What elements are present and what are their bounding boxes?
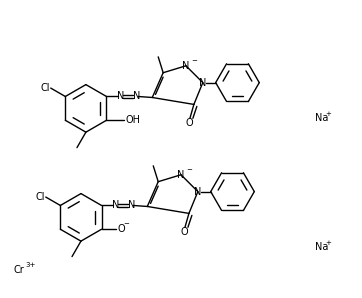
Text: O: O xyxy=(180,227,188,237)
Text: Cl: Cl xyxy=(35,192,45,202)
Text: O: O xyxy=(185,118,193,128)
Text: N: N xyxy=(199,77,206,88)
Text: N: N xyxy=(117,91,124,102)
Text: −: − xyxy=(191,58,197,64)
Text: +: + xyxy=(326,240,332,246)
Text: +: + xyxy=(326,111,332,117)
Text: N: N xyxy=(177,170,185,180)
Text: Cl: Cl xyxy=(40,83,50,93)
Text: N: N xyxy=(194,187,202,197)
Text: N: N xyxy=(132,91,140,102)
Text: N: N xyxy=(127,201,135,210)
Text: −: − xyxy=(123,221,129,227)
Text: Na: Na xyxy=(315,113,328,123)
Text: Na: Na xyxy=(315,242,328,252)
Text: 3+: 3+ xyxy=(25,262,36,268)
Text: O: O xyxy=(117,224,125,234)
Text: −: − xyxy=(186,167,192,173)
Text: OH: OH xyxy=(125,115,140,125)
Text: N: N xyxy=(112,201,119,210)
Text: Cr: Cr xyxy=(14,265,24,275)
Text: N: N xyxy=(182,61,190,71)
